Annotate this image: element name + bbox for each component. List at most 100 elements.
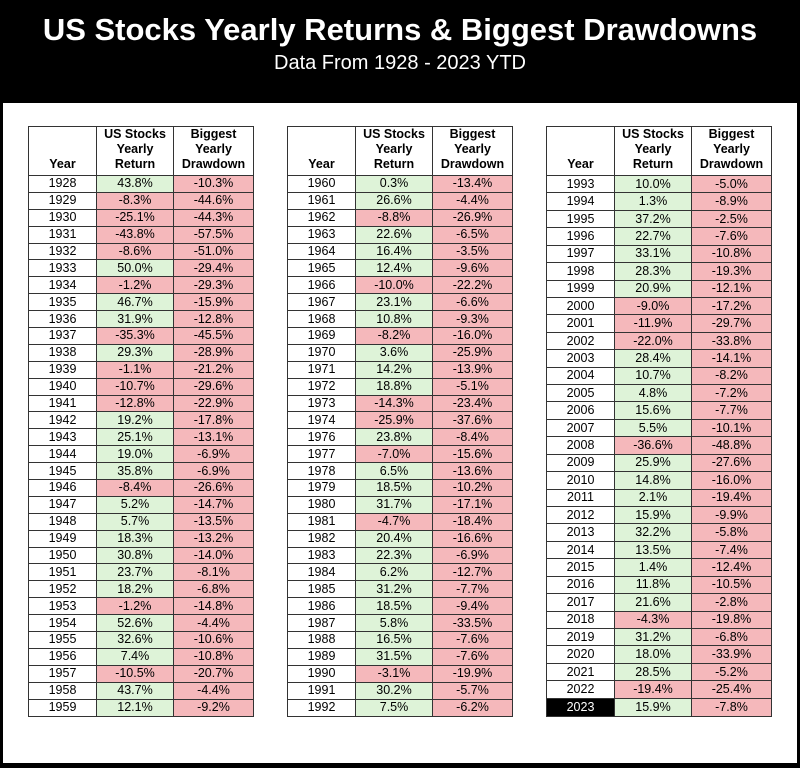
column-header-line: Biggest [449, 127, 496, 141]
table-row: 1972 18.8% -5.1% [287, 377, 513, 396]
year-cell: 1963 [287, 225, 356, 244]
column-header-line: Yearly [713, 142, 750, 156]
year-cell: 1990 [287, 664, 356, 683]
year-cell: 1971 [287, 360, 356, 379]
table-row: 2020 18.0% -33.9% [546, 645, 772, 664]
return-cell: 21.6% [614, 593, 692, 612]
table-row: 1981 -4.7% -18.4% [287, 512, 513, 531]
drawdown-cell: -22.9% [173, 394, 254, 413]
table-row: 1933 50.0% -29.4% [28, 259, 254, 278]
drawdown-cell: -44.6% [173, 191, 254, 210]
header-row: Year US Stocks Yearly Return Biggest Yearly Dr… [546, 126, 772, 176]
return-cell: -11.9% [614, 314, 692, 333]
return-cell: 43.7% [96, 681, 174, 700]
year-cell: 1991 [287, 681, 356, 700]
page-header: US Stocks Yearly Returns & Biggest Drawd… [0, 0, 800, 103]
year-cell: 1978 [287, 462, 356, 481]
table-row: 1992 7.5% -6.2% [287, 698, 513, 717]
column-header-line: Year [567, 157, 594, 171]
return-cell: 32.6% [96, 631, 174, 649]
year-cell: 1928 [28, 175, 97, 193]
returns-table-3: Year US Stocks Yearly Return Biggest Yearly Dr… [546, 126, 772, 717]
table-row: 2012 15.9% -9.9% [546, 506, 772, 525]
year-cell: 1995 [546, 209, 615, 229]
table-row: 2023 15.9% -7.8% [546, 697, 772, 717]
table-row: 2021 28.5% -5.2% [546, 662, 772, 682]
year-cell: 1952 [28, 580, 97, 599]
return-cell: 22.7% [614, 227, 692, 246]
table-row: 1946 -8.4% -26.6% [28, 479, 254, 497]
return-column-header: US Stocks Yearly Return [614, 126, 692, 176]
table-row: 1986 18.5% -9.4% [287, 597, 513, 616]
drawdown-column-header: Biggest Yearly Drawdown [432, 126, 513, 176]
table-row: 1928 43.8% -10.3% [28, 175, 254, 193]
drawdown-cell: -27.6% [691, 453, 772, 473]
year-cell: 1949 [28, 529, 97, 548]
table-row: 2001 -11.9% -29.7% [546, 314, 772, 333]
return-cell: -10.0% [355, 276, 433, 295]
drawdown-cell: -15.6% [432, 445, 513, 464]
drawdown-cell: -33.9% [691, 645, 772, 664]
column-header-line: Biggest [190, 127, 237, 141]
drawdown-cell: -14.7% [173, 495, 254, 514]
column-header-line: Yearly [195, 142, 232, 156]
year-cell: 1972 [287, 377, 356, 396]
year-cell: 1936 [28, 310, 97, 329]
return-cell: 32.2% [614, 523, 692, 542]
drawdown-cell: -9.9% [691, 506, 772, 525]
return-cell: 14.8% [614, 471, 692, 490]
drawdown-cell: -7.7% [691, 401, 772, 420]
drawdown-cell: -33.5% [432, 614, 513, 633]
table-row: 1954 52.6% -4.4% [28, 614, 254, 633]
return-cell: 18.5% [355, 597, 433, 616]
year-cell: 2010 [546, 471, 615, 490]
year-cell: 1937 [28, 327, 97, 345]
table-row: 1931 -43.8% -57.5% [28, 225, 254, 244]
year-cell: 2016 [546, 575, 615, 595]
drawdown-cell: -7.4% [691, 540, 772, 560]
table-row: 1945 35.8% -6.9% [28, 462, 254, 481]
year-cell: 1977 [287, 445, 356, 464]
year-cell: 2004 [546, 366, 615, 386]
drawdown-cell: -9.4% [432, 597, 513, 616]
table-row: 2011 2.1% -19.4% [546, 488, 772, 508]
year-cell: 1947 [28, 495, 97, 514]
drawdown-cell: -9.2% [173, 698, 254, 717]
table-row: 2004 10.7% -8.2% [546, 366, 772, 386]
return-cell: -9.0% [614, 296, 692, 316]
drawdown-cell: -7.6% [432, 647, 513, 666]
table-row: 1989 31.5% -7.6% [287, 647, 513, 666]
year-cell: 1986 [287, 597, 356, 616]
drawdown-cell: -10.3% [173, 175, 254, 193]
return-cell: -4.7% [355, 512, 433, 531]
return-cell: 11.8% [614, 575, 692, 595]
table-row: 1934 -1.2% -29.3% [28, 276, 254, 295]
return-cell: -3.1% [355, 664, 433, 683]
drawdown-cell: -6.8% [173, 580, 254, 599]
return-cell: -36.6% [614, 436, 692, 455]
return-cell: -25.9% [355, 411, 433, 430]
drawdown-cell: -16.0% [691, 471, 772, 490]
drawdown-cell: -6.9% [173, 462, 254, 481]
drawdown-cell: -16.6% [432, 529, 513, 548]
drawdown-cell: -4.4% [432, 191, 513, 210]
year-cell: 1969 [287, 327, 356, 345]
year-cell: 2013 [546, 523, 615, 542]
table-row: 1930 -25.1% -44.3% [28, 208, 254, 227]
year-cell: 1966 [287, 276, 356, 295]
table-row: 1994 1.3% -8.9% [546, 192, 772, 211]
return-cell: 7.5% [355, 698, 433, 717]
return-cell: 28.3% [614, 262, 692, 281]
year-cell: 1942 [28, 411, 97, 430]
return-cell: -10.5% [96, 664, 174, 683]
drawdown-cell: -28.9% [173, 343, 254, 362]
column-header-line: Return [632, 157, 674, 171]
return-cell: -10.7% [96, 377, 174, 396]
drawdown-cell: -10.1% [691, 418, 772, 438]
return-cell: -43.8% [96, 225, 174, 244]
year-cell: 1973 [287, 394, 356, 413]
table-row: 2014 13.5% -7.4% [546, 540, 772, 560]
table-row: 1965 12.4% -9.6% [287, 259, 513, 278]
drawdown-cell: -12.4% [691, 558, 772, 577]
drawdown-cell: -2.8% [691, 593, 772, 612]
